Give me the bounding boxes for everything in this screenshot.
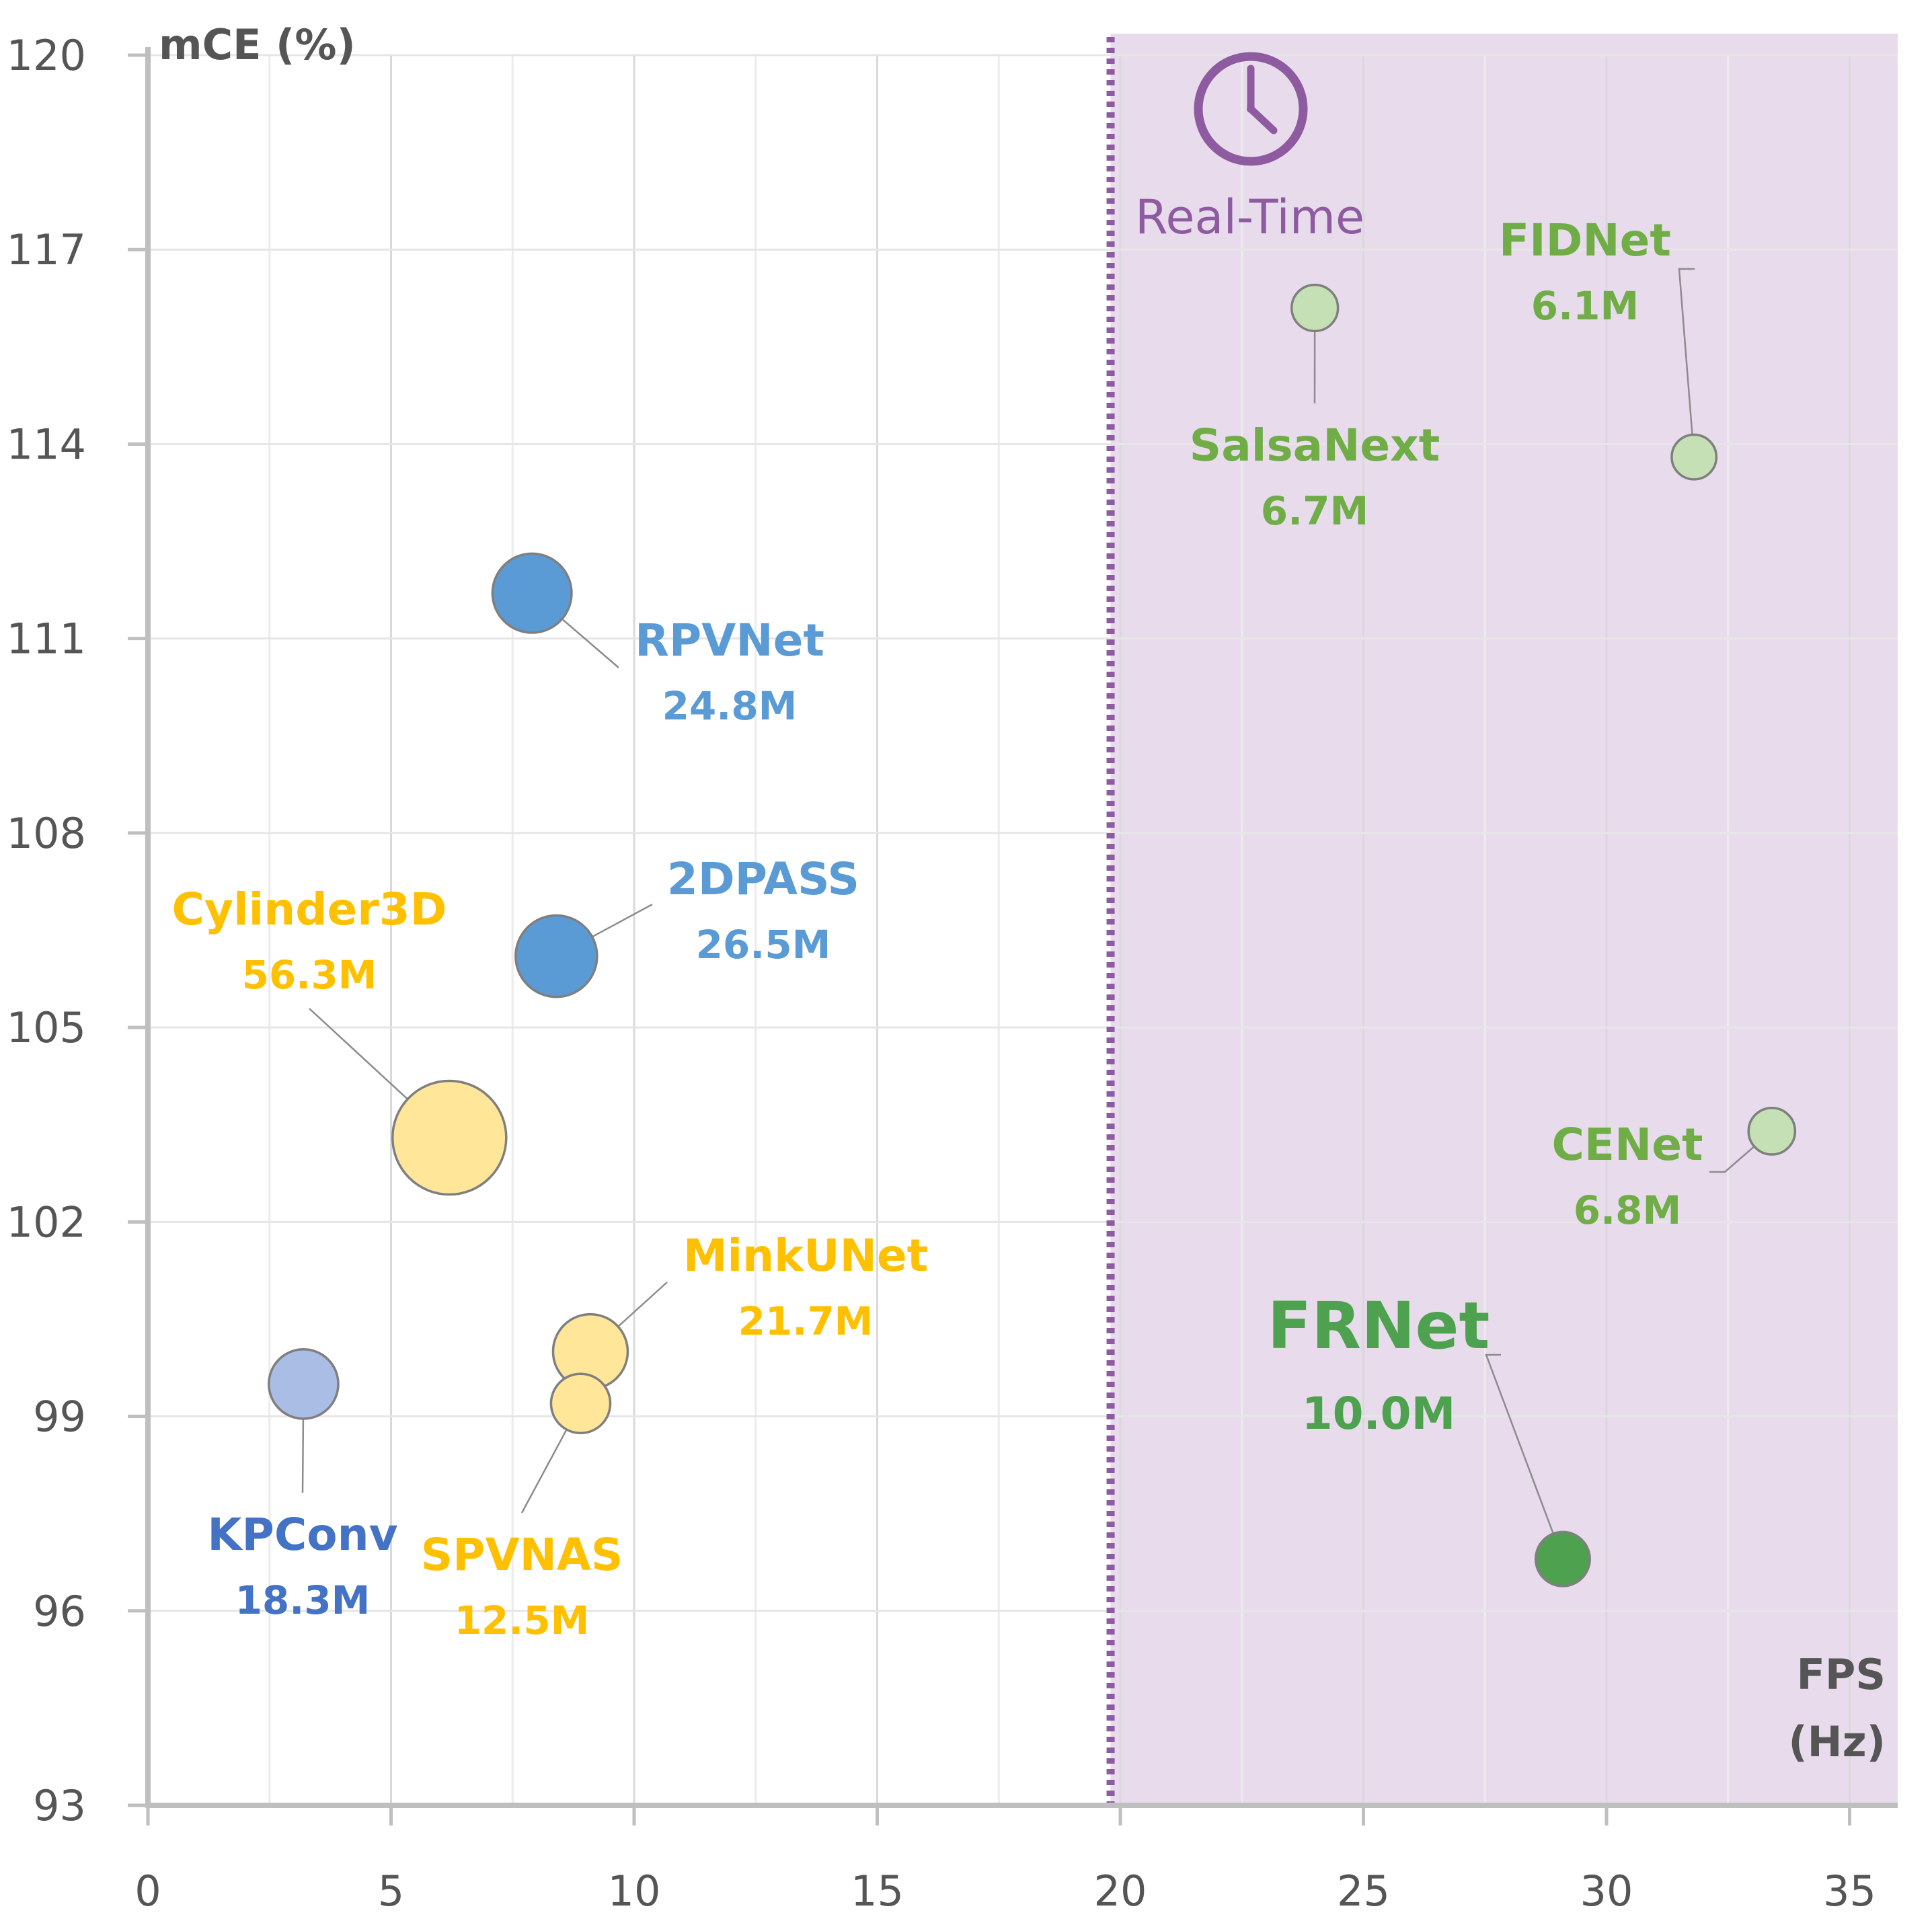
point-labels: KPConv 18.3M RPVNet 24.8M 2DPASS 26.5M Cylinde… xyxy=(172,214,1703,1643)
x-tick-label: 30 xyxy=(1580,1867,1633,1916)
x-tick-label: 35 xyxy=(1823,1867,1876,1916)
y-tick-label: 99 xyxy=(33,1392,86,1442)
y-tick-label: 117 xyxy=(7,225,86,274)
size-label-salsanext: 6.7M xyxy=(1261,488,1368,534)
y-tick-label: 111 xyxy=(7,615,86,664)
point-fidnet xyxy=(1670,433,1718,481)
point-rpvnet xyxy=(491,552,573,634)
y-tick-label: 120 xyxy=(7,31,86,80)
y-tick-label: 108 xyxy=(7,809,86,858)
y-tick-label: 96 xyxy=(33,1587,86,1636)
label-frnet: FRNet xyxy=(1268,1288,1490,1364)
y-axis-title: mCE (%) xyxy=(159,20,356,69)
grid xyxy=(148,37,1898,1805)
leader-frnet xyxy=(1485,1353,1564,1560)
size-label-fidnet: 6.1M xyxy=(1531,283,1639,329)
x-tick-label: 25 xyxy=(1337,1867,1390,1916)
label-kpconv: KPConv xyxy=(207,1509,397,1561)
size-label-minkunet: 21.7M xyxy=(738,1298,874,1344)
size-label-kpconv: 18.3M xyxy=(235,1577,371,1623)
point-cenet xyxy=(1747,1107,1797,1156)
size-label-spvnas: 12.5M xyxy=(455,1598,590,1643)
label-spvnas: SPVNAS xyxy=(421,1529,623,1581)
x-tick-label: 5 xyxy=(378,1867,404,1916)
realtime-shade xyxy=(1110,34,1898,1805)
axes: 93 96 99 102 105 108 111 114 117 120 0 5 10 15 20 25 30 3… xyxy=(7,31,1898,1916)
x-axis-unit: (Hz) xyxy=(1788,1717,1886,1766)
point-salsanext xyxy=(1290,283,1340,333)
label-cenet: CENet xyxy=(1551,1119,1703,1171)
point-spvnas xyxy=(549,1372,612,1435)
label-cylinder3d: Cylinder3D xyxy=(172,884,447,935)
y-tick-label: 105 xyxy=(7,1003,86,1052)
realtime-region xyxy=(1110,34,1898,1805)
x-tick-label: 15 xyxy=(851,1867,904,1916)
size-label-2dpass: 26.5M xyxy=(696,922,831,968)
label-salsanext: SalsaNext xyxy=(1190,420,1440,471)
size-label-rpvnet: 24.8M xyxy=(662,683,798,729)
clock-icon xyxy=(1194,52,1308,166)
y-tick-label: 114 xyxy=(7,420,86,469)
realtime-label: Real-Time xyxy=(1135,190,1364,245)
data-points xyxy=(267,283,1797,1587)
label-rpvnet: RPVNet xyxy=(635,615,824,666)
y-tick-label: 93 xyxy=(33,1781,86,1830)
size-label-frnet: 10.0M xyxy=(1302,1388,1456,1440)
x-tick-label: 20 xyxy=(1094,1867,1147,1916)
point-frnet xyxy=(1534,1530,1591,1587)
y-tick-label: 102 xyxy=(7,1198,86,1247)
label-fidnet: FIDNet xyxy=(1499,214,1671,266)
label-minkunet: MinkUNet xyxy=(683,1230,928,1282)
point-cylinder3d xyxy=(391,1079,508,1196)
size-label-cenet: 6.8M xyxy=(1574,1187,1681,1233)
label-2dpass: 2DPASS xyxy=(667,853,859,905)
x-tick-label: 0 xyxy=(134,1867,161,1916)
point-2dpass xyxy=(514,914,598,998)
size-label-cylinder3d: 56.3M xyxy=(242,952,377,998)
x-axis-title: FPS xyxy=(1797,1650,1886,1699)
point-kpconv xyxy=(267,1347,340,1420)
x-tick-label: 10 xyxy=(608,1867,661,1916)
leader-fidnet xyxy=(1678,268,1695,457)
